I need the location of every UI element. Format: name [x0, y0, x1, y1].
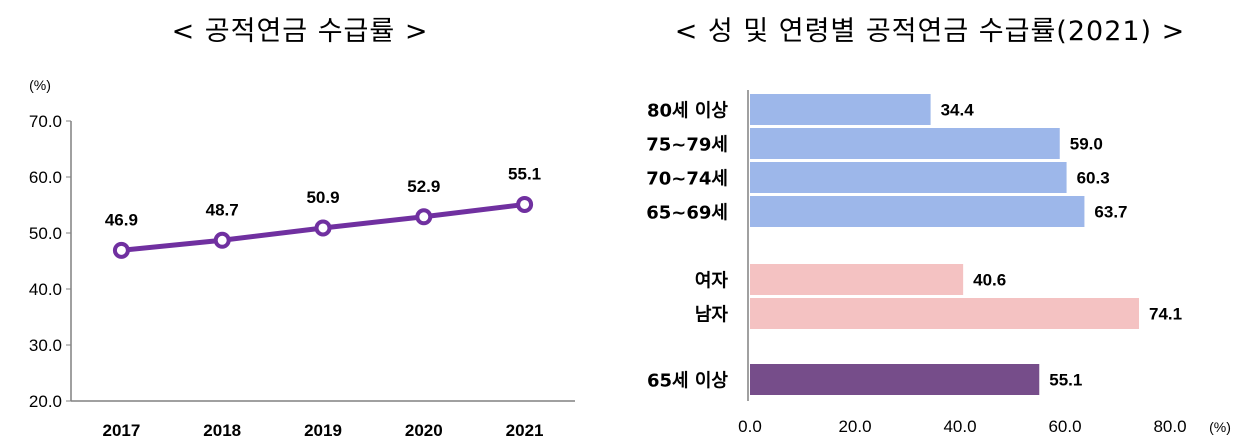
bar-chart-data-labels: 34.4 59.0 60.3 63.7 40.6 74.1 55.1	[941, 101, 1183, 390]
line-x-category-label: 2019	[304, 421, 342, 440]
bar-age	[750, 94, 931, 125]
bar-x-tick-label: 80.0	[1153, 417, 1186, 436]
bar-x-tick-label: 60.0	[1048, 417, 1081, 436]
bar-sex	[750, 298, 1140, 329]
line-x-category-label: 2020	[405, 421, 443, 440]
line-data-label: 46.9	[105, 210, 138, 229]
line-y-tick-label: 30.0	[29, 336, 62, 355]
bar-category-label: 80세 이상	[647, 101, 728, 122]
line-chart-series	[112, 195, 534, 259]
line-data-point	[112, 241, 130, 259]
line-y-tick-label: 70.0	[29, 112, 62, 131]
line-chart-title: < 공적연금 수급률 >	[172, 16, 429, 47]
bar-data-label: 34.4	[941, 101, 975, 120]
line-y-tick-label: 50.0	[29, 224, 62, 243]
bar-data-label: 59.0	[1070, 135, 1103, 154]
bar-category-label: 75~79세	[646, 135, 728, 156]
line-data-point	[213, 231, 231, 249]
bar-data-label: 60.3	[1077, 169, 1110, 188]
bar-x-tick-label: 0.0	[738, 417, 762, 436]
bar-age	[750, 196, 1085, 227]
bar-data-label: 55.1	[1049, 371, 1082, 390]
bar-age	[750, 128, 1060, 159]
line-data-point	[516, 195, 534, 213]
line-y-tick-label: 20.0	[29, 392, 62, 411]
line-data-label: 48.7	[206, 200, 239, 219]
bar-chart-unit: (%)	[1209, 419, 1231, 435]
bar-category-label: 70~74세	[646, 169, 728, 190]
line-data-label: 55.1	[508, 164, 541, 183]
bar-category-label: 65세 이상	[647, 371, 728, 392]
line-data-label: 52.9	[407, 177, 440, 196]
bar-category-label: 남자	[695, 305, 729, 326]
bar-sex	[750, 264, 964, 295]
bar-total	[750, 364, 1040, 395]
bar-x-tick-label: 20.0	[838, 417, 871, 436]
line-y-tick-label: 40.0	[29, 280, 62, 299]
line-data-point	[415, 208, 433, 226]
bar-chart-bars	[750, 94, 1140, 395]
line-data-point	[314, 219, 332, 237]
bar-data-label: 40.6	[973, 271, 1006, 290]
bar-category-label: 여자	[695, 271, 729, 292]
line-y-tick-label: 60.0	[29, 168, 62, 187]
bar-category-label: 65~69세	[646, 203, 728, 224]
line-chart-y-ticks: 20.0 30.0 40.0 50.0 60.0 70.0	[29, 112, 71, 411]
bar-age	[750, 162, 1067, 193]
bar-x-tick-label: 40.0	[943, 417, 976, 436]
line-chart-unit: (%)	[29, 77, 51, 93]
line-data-label: 50.9	[306, 188, 339, 207]
bar-data-label: 63.7	[1094, 203, 1127, 222]
line-chart-data-labels: 46.9 48.7 50.9 52.9 55.1	[105, 164, 541, 229]
bar-chart-title: < 성 및 연령별 공적연금 수급률(2021) >	[675, 16, 1186, 47]
bar-chart-x-ticks: 0.0 20.0 40.0 60.0 80.0	[738, 417, 1186, 436]
line-x-category-label: 2017	[102, 421, 140, 440]
line-chart-x-categories: 2017 2018 2019 2020 2021	[102, 421, 543, 440]
line-x-category-label: 2018	[203, 421, 241, 440]
bar-data-label: 74.1	[1149, 305, 1182, 324]
line-x-category-label: 2021	[506, 421, 544, 440]
